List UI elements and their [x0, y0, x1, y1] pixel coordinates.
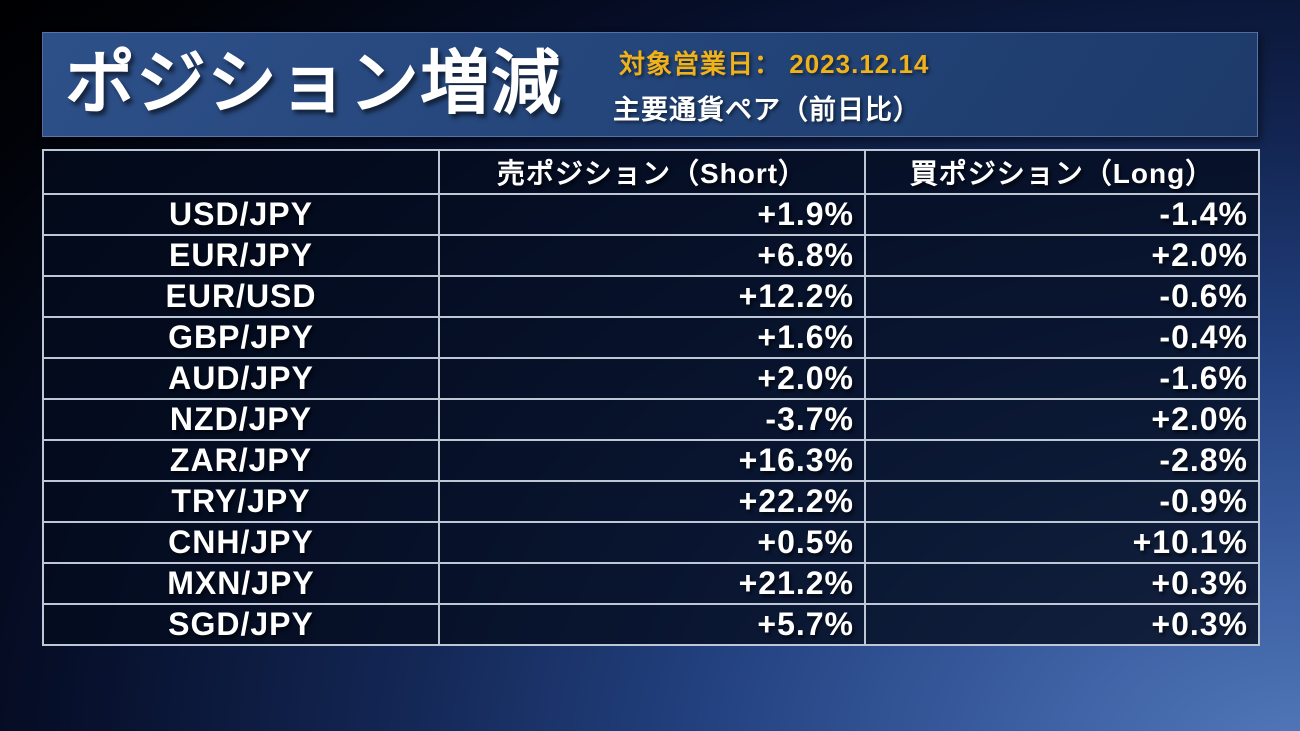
long-change: +10.1% [864, 521, 1260, 564]
short-change: +16.3% [438, 439, 866, 482]
currency-pair: CNH/JPY [42, 521, 440, 564]
short-change: +0.5% [438, 521, 866, 564]
table-row: EUR/USD +12.2% -0.6% [42, 275, 1260, 318]
table-row: CNH/JPY +0.5% +10.1% [42, 521, 1260, 564]
table-row: AUD/JPY +2.0% -1.6% [42, 357, 1260, 400]
short-change: +6.8% [438, 234, 866, 277]
table-row: NZD/JPY -3.7% +2.0% [42, 398, 1260, 441]
short-change: +21.2% [438, 562, 866, 605]
table-header-row: 売ポジション（Short） 買ポジション（Long） [42, 149, 1260, 195]
currency-pair: MXN/JPY [42, 562, 440, 605]
subtitle: 主要通貨ペア（前日比） [613, 95, 921, 125]
table-row: MXN/JPY +21.2% +0.3% [42, 562, 1260, 605]
long-change: -0.6% [864, 275, 1260, 318]
table-row: ZAR/JPY +16.3% -2.8% [42, 439, 1260, 482]
column-header-short: 売ポジション（Short） [438, 149, 866, 195]
short-change: +5.7% [438, 603, 866, 646]
title-banner: ポジション増減 対象営業日： 2023.12.14 主要通貨ペア（前日比） [42, 32, 1258, 137]
table-header: 売ポジション（Short） 買ポジション（Long） [42, 149, 1260, 195]
short-change: +1.6% [438, 316, 866, 359]
table-row: USD/JPY +1.9% -1.4% [42, 193, 1260, 236]
banner-right-block: 対象営業日： 2023.12.14 主要通貨ペア（前日比） [613, 44, 929, 127]
long-change: +2.0% [864, 398, 1260, 441]
long-change: +2.0% [864, 234, 1260, 277]
currency-pair: EUR/JPY [42, 234, 440, 277]
long-change: -0.9% [864, 480, 1260, 523]
page-title: ポジション増減 [65, 43, 562, 122]
long-change: -1.4% [864, 193, 1260, 236]
column-header-pair [42, 149, 440, 195]
positions-table: 売ポジション（Short） 買ポジション（Long） USD/JPY +1.9% -… [42, 149, 1260, 646]
short-change: +12.2% [438, 275, 866, 318]
short-change: +2.0% [438, 357, 866, 400]
table-row: GBP/JPY +1.6% -0.4% [42, 316, 1260, 359]
short-change: +1.9% [438, 193, 866, 236]
short-change: +22.2% [438, 480, 866, 523]
table-row: SGD/JPY +5.7% +0.3% [42, 603, 1260, 646]
currency-pair: GBP/JPY [42, 316, 440, 359]
long-change: -1.6% [864, 357, 1260, 400]
long-change: -0.4% [864, 316, 1260, 359]
business-day-label: 対象営業日： [619, 49, 782, 79]
currency-pair: USD/JPY [42, 193, 440, 236]
currency-pair: ZAR/JPY [42, 439, 440, 482]
currency-pair: AUD/JPY [42, 357, 440, 400]
business-day-value: 2023.12.14 [789, 49, 930, 79]
table-row: EUR/JPY +6.8% +2.0% [42, 234, 1260, 277]
short-change: -3.7% [438, 398, 866, 441]
column-header-long: 買ポジション（Long） [864, 149, 1260, 195]
long-change: -2.8% [864, 439, 1260, 482]
table-body: USD/JPY +1.9% -1.4% EUR/JPY +6.8% +2.0% EUR/US… [42, 193, 1260, 646]
table-row: TRY/JPY +22.2% -0.9% [42, 480, 1260, 523]
currency-pair: NZD/JPY [42, 398, 440, 441]
currency-pair: TRY/JPY [42, 480, 440, 523]
long-change: +0.3% [864, 562, 1260, 605]
business-day: 対象営業日： 2023.12.14 [613, 44, 929, 81]
long-change: +0.3% [864, 603, 1260, 646]
currency-pair: SGD/JPY [42, 603, 440, 646]
currency-pair: EUR/USD [42, 275, 440, 318]
